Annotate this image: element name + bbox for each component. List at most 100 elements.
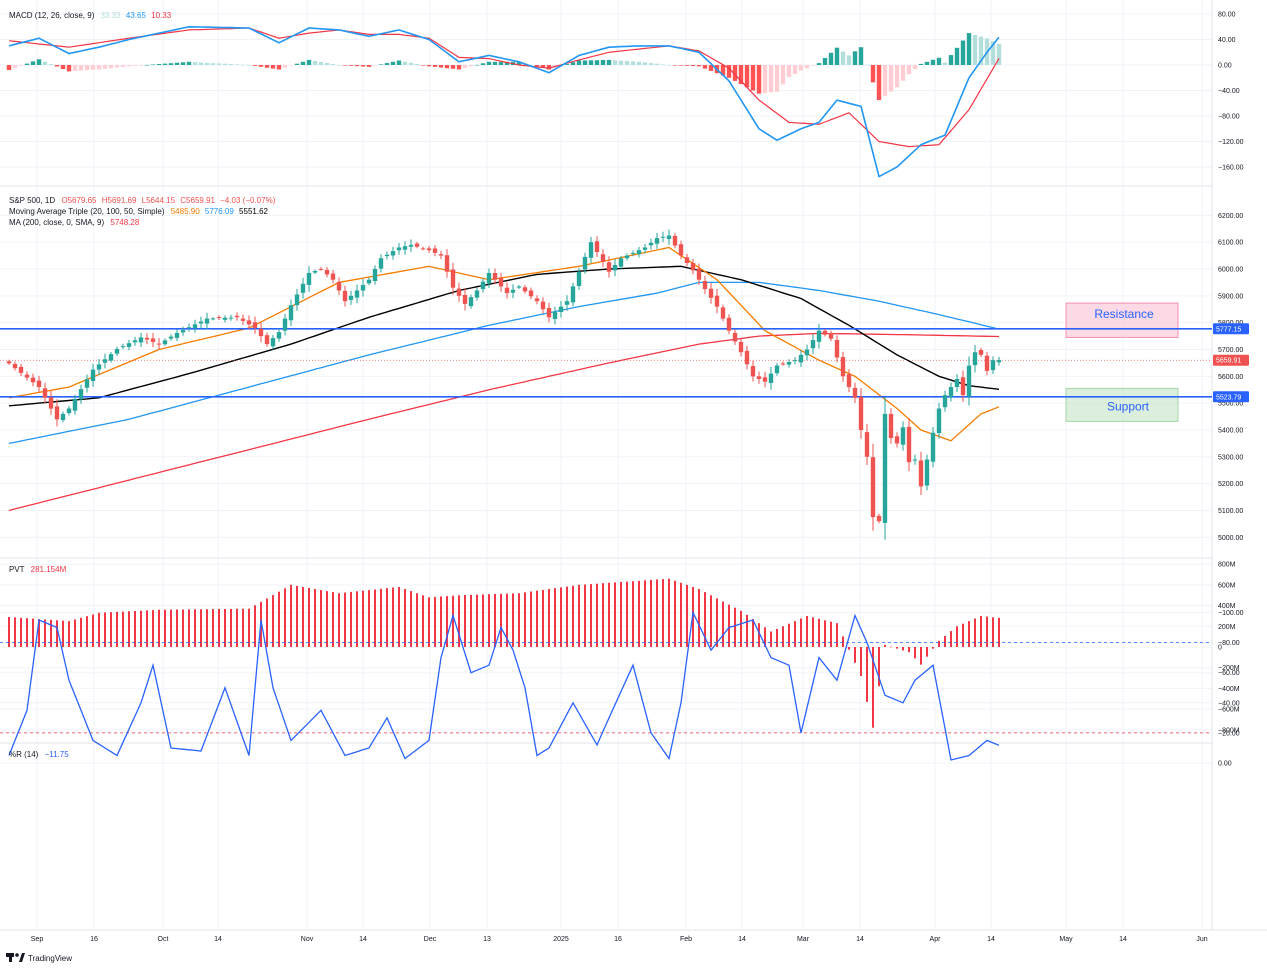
pvt-bar (326, 591, 328, 647)
tradingview-logo-icon-dot (15, 953, 19, 957)
candle-body (504, 287, 510, 294)
candle-body (426, 248, 432, 251)
candle-body (174, 332, 180, 338)
pvt-bar (206, 609, 208, 647)
candle-body (162, 340, 168, 345)
pvt-bar (734, 607, 736, 647)
pvt-bar (662, 579, 664, 647)
macd-line (8, 25, 1000, 178)
macd-histogram-bar (648, 63, 654, 65)
macd-histogram-bar (126, 65, 132, 67)
macd-histogram-bar (786, 65, 792, 78)
macd-histogram-bar (942, 62, 948, 65)
pvt-bar (680, 582, 682, 647)
candle-body (576, 271, 582, 286)
macd-histogram-bar (354, 65, 360, 67)
candle-body (450, 269, 456, 288)
candle-body (876, 515, 882, 522)
pvt-bar (848, 647, 850, 650)
macd-histogram-bar (834, 47, 840, 65)
candle-body (552, 311, 558, 319)
macd-histogram-bar (528, 64, 534, 66)
macd-histogram-bar (768, 65, 774, 93)
macd-histogram-bar (864, 64, 870, 66)
pvt-bar (128, 611, 130, 647)
macd-histogram-bar (678, 65, 684, 66)
macd-histogram-bar (306, 59, 312, 65)
pvt-bar (656, 579, 658, 647)
macd-histogram-bar (426, 65, 432, 67)
macd-histogram-bar (930, 59, 936, 65)
candle-body (828, 333, 834, 339)
macd-histogram-bar (780, 65, 786, 85)
high-value: H5691.69 (102, 196, 137, 205)
candle-body (252, 322, 258, 328)
pvt-bar (818, 618, 820, 647)
macd-histogram-bar (6, 65, 12, 71)
date-tick-label: 16 (90, 936, 98, 943)
candle-body (798, 354, 804, 363)
macd-histogram-bar (408, 62, 414, 65)
candle-body (210, 318, 216, 320)
macd-histogram-bar (840, 51, 846, 65)
macd-histogram-bar (852, 51, 858, 65)
candle-body (216, 317, 222, 319)
macd-histogram (6, 33, 1002, 101)
pvt-bar (524, 592, 526, 647)
candle-body (660, 236, 666, 238)
candle-body (708, 288, 714, 298)
macd-histogram-bar (330, 64, 336, 65)
candle-body (966, 365, 972, 397)
macd-histogram-bar (222, 63, 228, 65)
macd-histogram-bar (456, 65, 462, 70)
tradingview-logo[interactable]: TradingView (6, 953, 72, 963)
candle-body (990, 360, 996, 371)
pvt-axis: 800M 600M 400M 200M 0 −200M −400M −600M −800M (1218, 562, 1240, 735)
candle-body (354, 290, 360, 298)
pvt-bar (986, 616, 988, 647)
candle-body (942, 395, 948, 408)
pvt-bar (314, 589, 316, 647)
pvt-bar (608, 582, 610, 647)
pvt-bar (338, 593, 340, 647)
candle-body (954, 379, 960, 387)
macd-histogram-bar (36, 59, 42, 65)
macd-label: MACD (12, 26, close, 9) 33.33 43.65 10.3… (9, 11, 172, 20)
macd-histogram-bar (342, 65, 348, 66)
willr-tick-label: −20.00 (1218, 730, 1240, 737)
macd-histogram-bar (516, 61, 522, 65)
macd-histogram-bar (738, 65, 744, 85)
candle-body (90, 369, 96, 381)
pvt-bar (56, 620, 58, 647)
ma50-line (8, 265, 1000, 407)
pvt-bar (962, 623, 964, 647)
candle-body (240, 318, 246, 321)
candle-body (390, 251, 396, 256)
pvt-bar (488, 594, 490, 647)
pvt-bar (974, 618, 976, 647)
support-label: Support (1107, 399, 1150, 413)
pvt-bar (584, 584, 586, 647)
macd-histogram-bar (60, 65, 66, 69)
pvt-bar (548, 589, 550, 647)
macd-value-2: 43.65 (126, 11, 147, 20)
macd-histogram-bar (84, 65, 90, 71)
pvt-bar (170, 609, 172, 647)
candle-body (270, 338, 276, 347)
pvt-bar (362, 590, 364, 647)
pvt-bar (500, 593, 502, 647)
willr-tick-label: −100.00 (1218, 610, 1244, 617)
pvt-tick-label: 400M (1218, 603, 1236, 610)
candle-body (402, 246, 408, 250)
candle-body (48, 397, 54, 409)
candle-body (702, 281, 708, 290)
candle-body (510, 289, 516, 293)
macd-histogram-bar (294, 63, 300, 65)
candle-body (834, 340, 840, 358)
pvt-bar (866, 647, 868, 702)
candle-body (816, 330, 822, 342)
pvt-bar (104, 612, 106, 647)
candle-body (396, 247, 402, 251)
macd-histogram-bar (240, 64, 246, 66)
